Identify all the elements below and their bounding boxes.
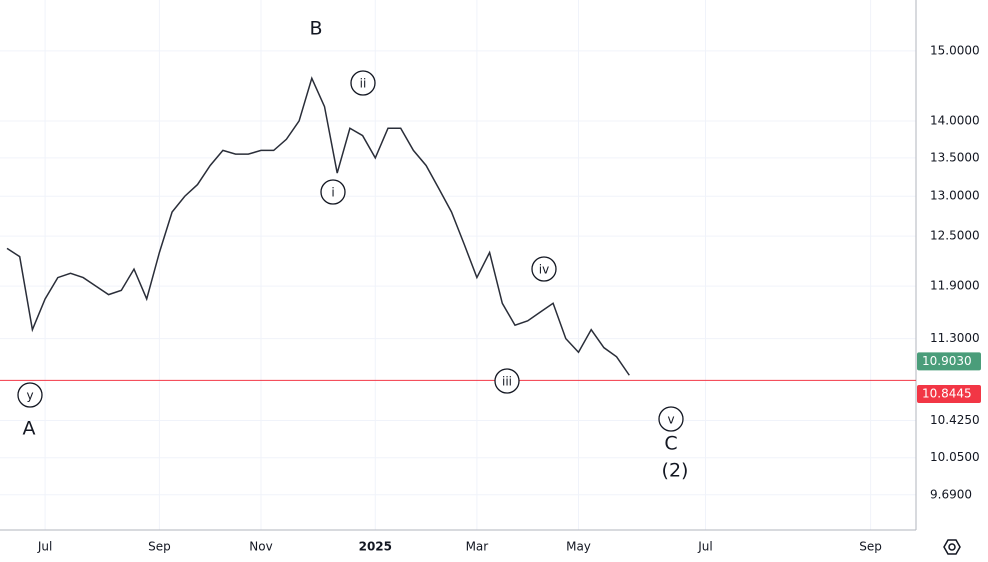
price-line bbox=[6, 76, 630, 376]
y-tick-label: 13.0000 bbox=[930, 189, 980, 203]
x-tick-label: Jul bbox=[697, 540, 712, 554]
x-tick-label: Sep bbox=[859, 540, 882, 554]
y-tick-label: 12.5000 bbox=[930, 229, 980, 243]
settings-icon[interactable] bbox=[943, 539, 961, 555]
x-tick-label: May bbox=[566, 540, 591, 554]
wave-label: iii bbox=[502, 375, 512, 389]
wave-label: iv bbox=[539, 263, 549, 277]
y-tick-label: 10.0500 bbox=[930, 450, 980, 464]
wave-label: y bbox=[26, 389, 33, 403]
x-tick-label: Mar bbox=[466, 540, 489, 554]
x-tick-label: Sep bbox=[148, 540, 171, 554]
y-tick-label: 10.4250 bbox=[930, 413, 980, 427]
icon-shape bbox=[948, 543, 956, 551]
wave-label: C bbox=[664, 433, 677, 455]
y-tick-label: 14.0000 bbox=[930, 113, 980, 127]
wave-circle bbox=[320, 179, 346, 205]
wave-label: A bbox=[23, 418, 36, 440]
y-tick-label: 11.9000 bbox=[930, 279, 980, 293]
x-tick-label: 2025 bbox=[359, 540, 392, 554]
wave-circle bbox=[658, 406, 684, 432]
price-tag-label: 10.8445 bbox=[922, 386, 972, 400]
x-tick-label: Nov bbox=[249, 540, 272, 554]
wave-circle bbox=[350, 70, 376, 96]
wave-label: ii bbox=[360, 77, 367, 91]
wave-label: (2) bbox=[662, 460, 689, 482]
icon-shape bbox=[943, 539, 961, 555]
wave-circle bbox=[17, 382, 43, 408]
y-tick-label: 13.5000 bbox=[930, 150, 980, 164]
y-tick-label: 11.3000 bbox=[930, 331, 980, 345]
wave-label: B bbox=[309, 18, 322, 40]
wave-circle bbox=[531, 256, 557, 282]
wave-label: i bbox=[331, 186, 334, 200]
y-tick-label: 15.0000 bbox=[930, 43, 980, 57]
price-tag-label: 10.9030 bbox=[922, 354, 972, 368]
y-tick-label: 9.6900 bbox=[930, 487, 972, 501]
wave-circle bbox=[494, 368, 520, 394]
price-tag bbox=[917, 352, 981, 371]
price-tag bbox=[917, 384, 981, 403]
wave-label: v bbox=[667, 413, 674, 427]
x-tick-label: Jul bbox=[37, 540, 52, 554]
